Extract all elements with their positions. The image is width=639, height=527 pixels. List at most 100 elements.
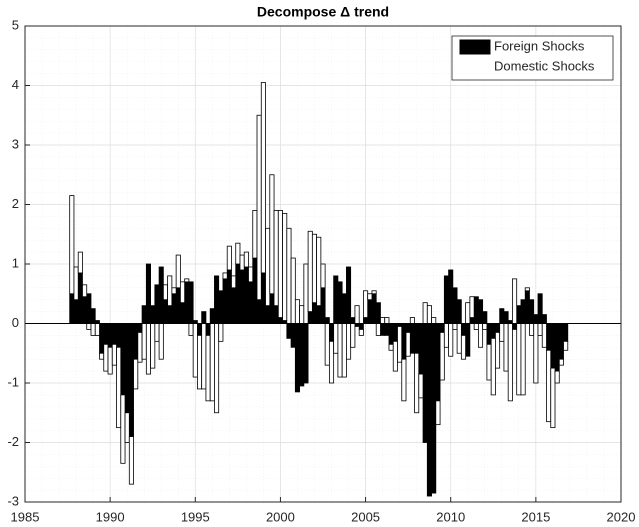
bar xyxy=(277,210,283,318)
bar xyxy=(286,323,292,339)
bar xyxy=(90,323,96,336)
bar xyxy=(197,334,203,390)
bar xyxy=(107,323,113,348)
bar xyxy=(337,281,343,324)
bar xyxy=(286,227,292,324)
x-tick-label: 2005 xyxy=(351,509,380,524)
bar xyxy=(439,323,445,333)
legend-swatch xyxy=(460,60,490,74)
bar xyxy=(294,299,300,324)
bar xyxy=(490,337,496,396)
bar xyxy=(495,332,501,369)
bar xyxy=(363,317,369,324)
bar xyxy=(477,299,484,324)
bar xyxy=(388,323,394,345)
bar xyxy=(448,269,454,324)
bar xyxy=(512,323,518,330)
bar xyxy=(320,263,326,289)
bar xyxy=(235,263,241,324)
bar xyxy=(175,254,181,289)
x-tick-label: 2010 xyxy=(436,509,465,524)
bar xyxy=(82,296,88,324)
bar xyxy=(69,195,75,295)
bar xyxy=(252,210,258,259)
bar xyxy=(222,278,228,324)
bar xyxy=(99,323,105,354)
bar xyxy=(150,323,156,369)
bar xyxy=(414,323,420,354)
bar xyxy=(316,236,322,307)
bar xyxy=(201,311,207,324)
bar xyxy=(141,305,147,324)
bar xyxy=(392,323,398,342)
bar xyxy=(307,230,313,312)
bar xyxy=(516,323,522,396)
bar xyxy=(239,269,245,324)
bar xyxy=(214,275,220,324)
bar xyxy=(133,358,139,390)
bar xyxy=(192,323,198,378)
bar xyxy=(367,293,373,301)
bar xyxy=(409,323,415,354)
bar xyxy=(145,263,151,324)
bar xyxy=(103,323,109,345)
bar xyxy=(324,323,330,366)
bar xyxy=(311,233,318,304)
bar xyxy=(482,311,488,324)
bar xyxy=(328,323,335,342)
bar xyxy=(558,358,564,366)
bar xyxy=(73,266,79,301)
bar xyxy=(439,332,445,381)
bar xyxy=(435,400,441,426)
bar xyxy=(346,266,352,324)
y-tick-label: 5 xyxy=(12,17,19,32)
bar xyxy=(184,278,190,283)
bar xyxy=(111,343,117,366)
bar xyxy=(409,317,415,324)
bar xyxy=(384,323,390,336)
bar xyxy=(69,293,75,324)
bar xyxy=(371,290,377,295)
bar xyxy=(469,317,475,324)
bar xyxy=(358,329,364,336)
y-tick-label: -2 xyxy=(7,434,19,449)
chart-title: Decompose Δ trend xyxy=(257,4,389,20)
y-tick-label: 0 xyxy=(12,315,19,330)
bar xyxy=(499,323,505,342)
bar xyxy=(265,227,271,307)
bar xyxy=(460,323,467,336)
bar xyxy=(443,323,449,348)
bar xyxy=(150,305,156,324)
bar xyxy=(231,275,237,289)
bar xyxy=(401,323,407,360)
bar xyxy=(94,323,100,336)
bar xyxy=(520,323,526,396)
bar xyxy=(422,323,428,443)
bar xyxy=(120,323,126,396)
bar xyxy=(201,323,207,390)
bar xyxy=(422,302,428,324)
bar xyxy=(426,323,432,497)
bar xyxy=(73,299,79,324)
bar xyxy=(495,323,501,333)
bar xyxy=(333,323,339,354)
bar xyxy=(388,343,394,351)
bar xyxy=(290,323,296,348)
bar xyxy=(328,340,335,384)
bar xyxy=(269,174,275,295)
bar xyxy=(554,323,560,372)
y-tick-label: 2 xyxy=(12,196,19,211)
bar xyxy=(124,323,130,414)
legend-swatch xyxy=(459,39,491,55)
bar xyxy=(141,323,147,360)
bar xyxy=(116,346,122,429)
bar xyxy=(243,266,249,324)
y-tick-label: 3 xyxy=(12,136,19,151)
bar xyxy=(120,394,126,464)
bar xyxy=(303,263,309,324)
bar xyxy=(260,82,266,274)
bar xyxy=(158,323,164,360)
bar xyxy=(179,302,186,324)
bar xyxy=(380,317,386,324)
